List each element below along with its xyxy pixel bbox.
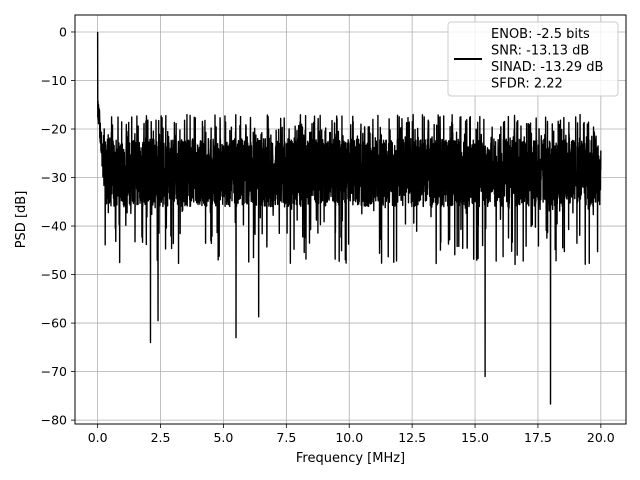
y-tick-label: −30	[41, 170, 67, 185]
y-axis-label: PSD [dB]	[14, 191, 29, 249]
x-tick-label: 7.5	[276, 430, 296, 445]
legend-sfdr: SFDR: 2.22	[491, 77, 563, 92]
y-tick-label: −50	[41, 267, 67, 282]
x-tick-label: 12.5	[398, 430, 426, 445]
y-axis: 0 −10 −20 −30 −40 −50 −60 −70 −80	[41, 24, 75, 428]
x-tick-label: 20.0	[587, 430, 615, 445]
y-tick-label: −80	[41, 413, 67, 428]
legend-snr: SNR: -13.13 dB	[491, 44, 589, 59]
x-axis: 0.0 2.5 5.0 7.5 10.0 12.5 15.0 17.5 20.0	[88, 424, 615, 445]
plot-frame	[74, 14, 627, 425]
x-tick-label: 15.0	[461, 430, 489, 445]
y-tick-label: −70	[41, 364, 67, 379]
legend-box	[447, 21, 619, 97]
x-axis-label: Frequency [MHz]	[296, 451, 405, 466]
x-tick-label: 10.0	[335, 430, 363, 445]
legend: ENOB: -2.5 bits SNR: -13.13 dB SINAD: -1…	[447, 21, 619, 97]
legend-enob: ENOB: -2.5 bits	[491, 27, 590, 42]
x-tick-label: 0.0	[88, 430, 108, 445]
x-tick-label: 5.0	[213, 430, 233, 445]
y-tick-label: −20	[41, 122, 67, 137]
y-tick-label: −40	[41, 219, 67, 234]
psd-trace	[96, 31, 602, 405]
series-layer	[96, 31, 602, 405]
y-tick-label: −10	[41, 73, 67, 88]
y-tick-label: 0	[59, 24, 67, 39]
x-tick-label: 17.5	[524, 430, 552, 445]
legend-sinad: SINAD: -13.29 dB	[491, 60, 603, 75]
x-tick-label: 2.5	[151, 430, 171, 445]
y-tick-label: −60	[41, 316, 67, 331]
